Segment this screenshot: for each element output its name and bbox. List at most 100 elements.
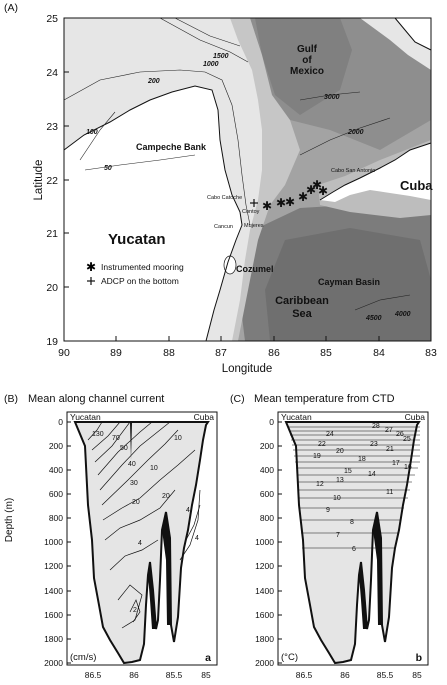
- depth-tick: 400: [49, 465, 63, 475]
- current-contour-label: 130: [92, 431, 104, 438]
- cancun-label: Cancun: [214, 224, 233, 230]
- panel-c-label: (C): [230, 393, 245, 405]
- panel-c-xtick: 86: [340, 670, 350, 680]
- panel-c-corner: b: [416, 652, 422, 664]
- panel-b-label: (B): [4, 393, 18, 405]
- temperature-contour-label: 18: [358, 456, 366, 463]
- section-water: [284, 421, 421, 665]
- panel-c-xtick: 86.5: [296, 670, 313, 680]
- map-ytick: 20: [46, 282, 58, 294]
- current-contour-label: 4: [138, 540, 142, 547]
- depth-tick: 1400: [44, 586, 63, 596]
- depth-tick: 200: [260, 441, 274, 451]
- map-ytick: 22: [46, 175, 58, 187]
- map-ytick: 19: [46, 336, 58, 348]
- current-contour-label: 70: [112, 435, 120, 442]
- map-xtick: 83: [425, 347, 437, 359]
- cabo-san-antonio-label: Cabo San Antonio: [331, 168, 375, 174]
- isobath-label: 4500: [365, 315, 382, 322]
- map-legend: ✱ Instrumented mooring ADCP on the botto…: [86, 260, 184, 286]
- panel-c-title: Mean temperature from CTD: [254, 393, 395, 405]
- panel-b-corner: a: [205, 652, 211, 664]
- depth-tick: 1000: [255, 537, 274, 547]
- temperature-contour-label: 20: [336, 448, 344, 455]
- depth-tick: 1400: [255, 586, 274, 596]
- mooring-markers: ✱ ✱ ✱ ✱ ✱ ✱ ✱: [250, 178, 328, 213]
- star-icon: ✱: [86, 260, 96, 274]
- current-contours: [87, 421, 201, 629]
- depth-tick: 2000: [255, 658, 274, 668]
- temperature-section-panel: (C) Mean temperature from CTD: [230, 393, 429, 680]
- map-xtick: 85: [320, 347, 332, 359]
- depth-tick: 1600: [44, 610, 63, 620]
- temperature-contour-label: 19: [313, 453, 321, 460]
- legend-adcp-label: ADCP on the bottom: [101, 276, 179, 286]
- panel-c-xtick: 85: [412, 670, 422, 680]
- temperature-contour-label: 12: [316, 481, 324, 488]
- mujeres-label: Mujeres: [244, 223, 264, 229]
- current-contour-label: 10: [150, 465, 158, 472]
- map-ytick: 21: [46, 228, 58, 240]
- map-xtick: 89: [110, 347, 122, 359]
- section-water: [73, 421, 210, 665]
- panel-c-left-label: Yucatan: [281, 412, 312, 422]
- star-icon: ✱: [285, 195, 295, 209]
- star-icon: ✱: [306, 183, 316, 197]
- map-ytick: 24: [46, 67, 58, 79]
- cuba-label: Cuba: [400, 178, 433, 193]
- temperature-contour-label: 10: [333, 495, 341, 502]
- caribbean-label: Caribbean: [275, 295, 329, 307]
- map-ylabel: Latitude: [33, 160, 45, 201]
- map-ytick: 25: [46, 13, 58, 25]
- panel-b-xtick: 86: [129, 670, 139, 680]
- star-icon: ✱: [298, 190, 308, 204]
- cabo-catoche-label: Cabo Catoche: [207, 195, 242, 201]
- isobath-label: 100: [86, 129, 98, 136]
- isobath-label: 50: [104, 165, 112, 172]
- gulf-label: Gulf: [297, 44, 318, 55]
- panel-c-yticks: [278, 421, 282, 664]
- gulf-label: Mexico: [290, 66, 324, 77]
- panel-b-xtick: 85: [201, 670, 211, 680]
- depth-tick: 1000: [44, 537, 63, 547]
- temperature-contour-label: 28: [372, 423, 380, 430]
- current-contour-label: 2: [133, 607, 137, 614]
- map-xtick: 86: [268, 347, 280, 359]
- panel-c-xtick: 85.5: [377, 670, 394, 680]
- star-icon: ✱: [276, 196, 286, 210]
- gulf-label: of: [302, 55, 312, 66]
- coastline: [63, 17, 432, 342]
- map-ticks: [63, 17, 432, 342]
- panel-b-frame: [66, 411, 218, 666]
- depth-tick: 1800: [255, 634, 274, 644]
- temperature-contour-label: 8: [350, 519, 354, 526]
- temperature-contour-label: 24: [326, 431, 334, 438]
- current-section-panel: (B) Mean along channel current Depth (m): [4, 393, 218, 680]
- contoy-label: Contoy: [242, 209, 260, 215]
- adcp-marker: [250, 199, 258, 207]
- temperature-contour-label: 23: [370, 441, 378, 448]
- panel-b-xtick: 85.5: [166, 670, 183, 680]
- bathymetry: [64, 18, 431, 341]
- isobath-label: 2000: [347, 129, 364, 136]
- temperature-contour-label: 7: [336, 532, 340, 539]
- cross-icon: [87, 277, 95, 285]
- map-panel: (A): [4, 2, 437, 375]
- panel-b-yticks: [67, 421, 71, 664]
- temperature-contour-label: 25: [403, 436, 411, 443]
- temperature-contour-label: 13: [336, 477, 344, 484]
- star-icon: ✱: [312, 178, 322, 192]
- temperature-contour-label: 15: [344, 468, 352, 475]
- legend-mooring-label: Instrumented mooring: [101, 262, 184, 272]
- temperature-contour-label: 17: [392, 460, 400, 467]
- panel-b-left-label: Yucatan: [70, 412, 101, 422]
- panel-a-label: (A): [4, 2, 18, 14]
- isobath-label: 3000: [324, 94, 340, 101]
- temperature-contour-label: 14: [368, 471, 376, 478]
- current-contour-label: 4: [186, 507, 190, 514]
- depth-tick: 600: [260, 489, 274, 499]
- map-xtick: 84: [373, 347, 385, 359]
- map-xtick: 90: [58, 347, 70, 359]
- current-contour-label: 50: [120, 445, 128, 452]
- depth-tick: 400: [260, 465, 274, 475]
